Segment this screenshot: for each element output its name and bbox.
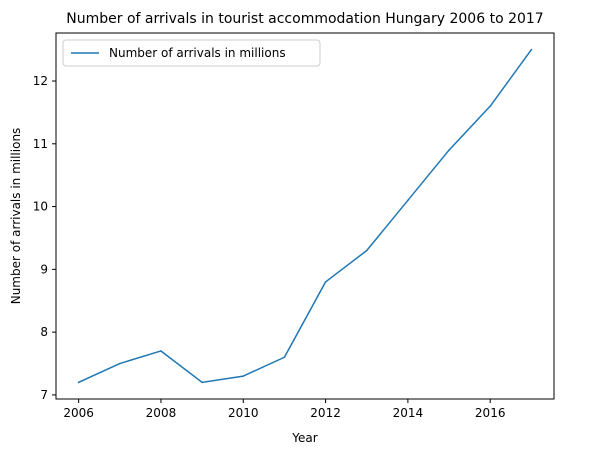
axis-ticks: 2006 2008 2010 2012 2014 2016 7 8 9 10 11 12 (33, 74, 506, 420)
x-axis-label: Year (291, 431, 317, 445)
data-point (324, 281, 327, 283)
data-point (160, 350, 162, 352)
data-point (201, 381, 203, 384)
legend: Number of arrivals in millions (62, 39, 321, 67)
x-tick-label: 2014 (393, 406, 424, 420)
data-point (448, 149, 450, 151)
x-tick-label: 2012 (310, 406, 341, 420)
series-layer (77, 48, 533, 384)
y-tick-label: 8 (40, 325, 48, 339)
data-point (407, 199, 409, 202)
data-point (118, 362, 121, 365)
data-point (365, 249, 368, 252)
y-tick-label: 10 (33, 200, 48, 214)
data-point (530, 48, 533, 51)
chart-title: Number of arrivals in tourist accommodat… (66, 11, 543, 27)
y-tick-label: 12 (33, 74, 48, 88)
x-tick-label: 2016 (475, 406, 506, 420)
y-tick-label: 11 (33, 137, 48, 151)
y-axis-label: Number of arrivals in millions (9, 128, 23, 305)
legend-box (62, 39, 321, 67)
data-point (242, 375, 245, 377)
legend-label: Number of arrivals in millions (109, 46, 286, 60)
data-point (283, 356, 286, 359)
y-tick-label: 9 (40, 262, 48, 276)
x-tick-label: 2010 (228, 406, 259, 420)
y-tick-label: 7 (40, 388, 48, 402)
x-tick-label: 2008 (146, 406, 177, 420)
data-point (77, 381, 80, 384)
series-line-0 (77, 48, 533, 384)
x-tick-label: 2006 (63, 406, 94, 420)
data-point (489, 105, 492, 107)
plot-frame (55, 32, 555, 400)
